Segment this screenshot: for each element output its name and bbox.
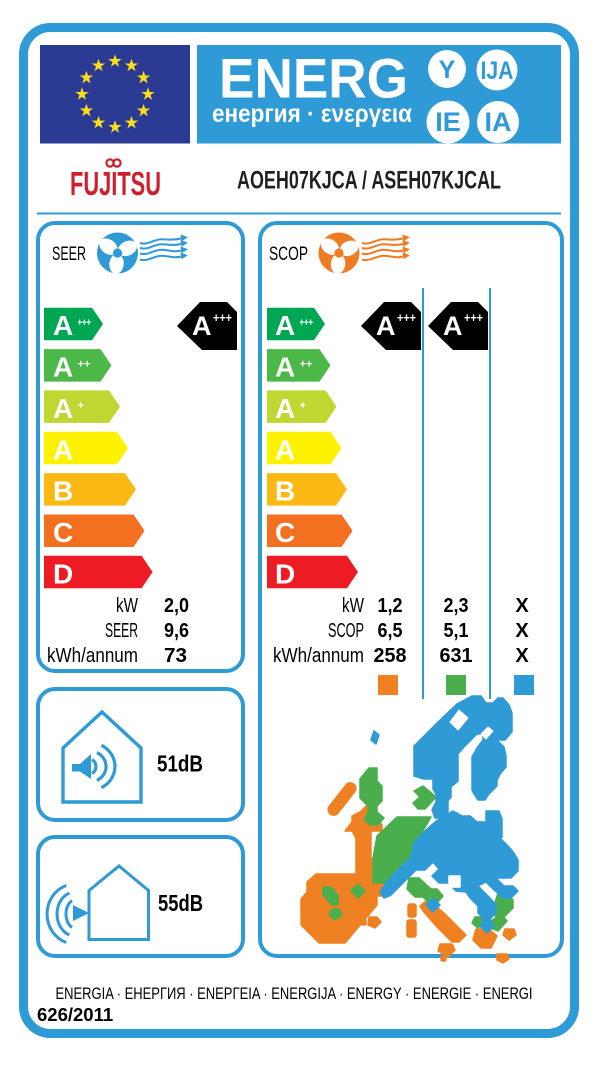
svg-text:D: D — [275, 558, 295, 589]
svg-text:55dB: 55dB — [158, 890, 203, 916]
svg-text:IJA: IJA — [481, 57, 514, 85]
svg-text:SCOP: SCOP — [328, 620, 364, 642]
svg-text:X: X — [515, 620, 529, 642]
svg-text:5,1: 5,1 — [444, 620, 469, 642]
svg-text:258: 258 — [374, 645, 407, 667]
svg-text:A: A — [53, 393, 73, 424]
svg-text:A: A — [53, 352, 73, 383]
svg-text:IE: IE — [435, 107, 461, 137]
svg-text:2,3: 2,3 — [444, 595, 469, 617]
svg-text:73: 73 — [164, 645, 187, 667]
svg-text:B: B — [53, 476, 73, 507]
svg-text:2,0: 2,0 — [164, 595, 189, 617]
svg-text:+++: +++ — [213, 310, 232, 325]
svg-text:ENERGIA · ЕНЕРГИЯ · ΕΝΕΡΓΕΙΑ ·: ENERGIA · ЕНЕРГИЯ · ΕΝΕΡΓΕΙΑ · ENERGIJA … — [56, 984, 533, 1003]
svg-text:X: X — [515, 595, 529, 617]
svg-text:SCOP: SCOP — [269, 244, 308, 265]
svg-text:+: + — [78, 400, 85, 412]
svg-text:+++: +++ — [397, 310, 416, 325]
svg-text:A: A — [275, 310, 295, 341]
svg-text:kWh/annum: kWh/annum — [47, 645, 138, 667]
svg-text:+++: +++ — [78, 317, 92, 329]
svg-text:kW: kW — [116, 595, 138, 617]
svg-text:51dB: 51dB — [157, 751, 203, 777]
svg-text:+++: +++ — [300, 317, 314, 329]
svg-text:626/2011: 626/2011 — [37, 1004, 113, 1025]
svg-text:+++: +++ — [464, 310, 483, 325]
svg-text:B: B — [275, 476, 295, 507]
svg-text:FUJITSU: FUJITSU — [70, 165, 161, 202]
svg-text:AOEH07KJCA / ASEH07KJCAL: AOEH07KJCA / ASEH07KJCAL — [237, 167, 501, 195]
svg-text:IA: IA — [485, 107, 512, 137]
svg-text:++: ++ — [300, 359, 313, 371]
svg-text:1,2: 1,2 — [378, 595, 403, 617]
svg-text:631: 631 — [440, 645, 473, 667]
svg-text:6,5: 6,5 — [378, 620, 403, 642]
svg-text:C: C — [53, 517, 73, 548]
svg-text:енергия · ενεργεια: енергия · ενεργεια — [212, 100, 413, 128]
svg-text:kWh/annum: kWh/annum — [273, 645, 364, 667]
svg-text:D: D — [53, 558, 73, 589]
svg-text:++: ++ — [78, 359, 91, 371]
svg-text:A: A — [53, 310, 73, 341]
svg-text:X: X — [515, 645, 529, 667]
svg-text:A: A — [443, 311, 463, 341]
svg-text:C: C — [275, 517, 295, 548]
svg-text:A: A — [376, 311, 396, 341]
svg-text:A: A — [275, 393, 295, 424]
svg-text:9,6: 9,6 — [164, 620, 189, 642]
svg-text:kW: kW — [342, 595, 364, 617]
svg-text:A: A — [53, 434, 73, 465]
svg-text:A: A — [192, 311, 212, 341]
svg-text:+: + — [300, 400, 307, 412]
svg-text:ENERG: ENERG — [219, 47, 408, 110]
svg-text:Y: Y — [439, 56, 456, 84]
svg-text:A: A — [275, 352, 295, 383]
svg-text:SEER: SEER — [105, 620, 138, 642]
svg-text:SEER: SEER — [52, 244, 86, 265]
svg-text:A: A — [275, 434, 295, 465]
